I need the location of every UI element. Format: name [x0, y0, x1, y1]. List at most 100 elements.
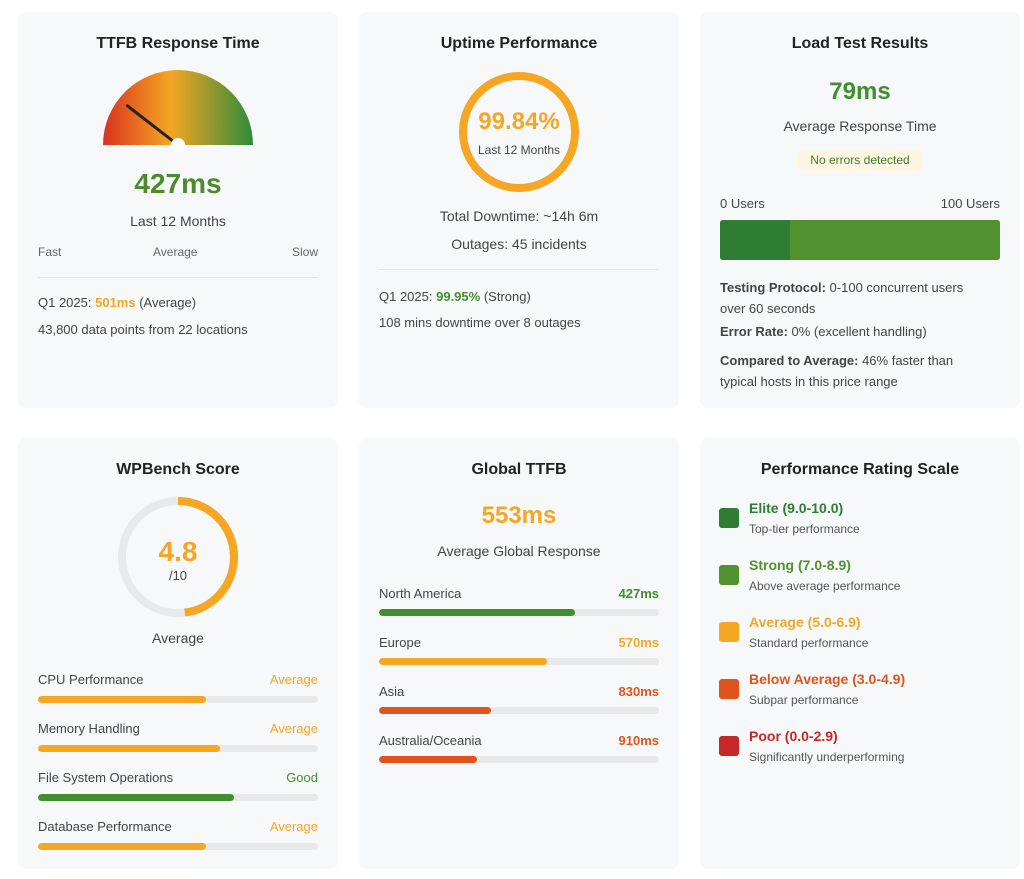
scale-item-desc: Above average performance: [749, 579, 901, 593]
uptime-q1-suffix: (Strong): [480, 289, 531, 304]
ttfb-data-points: 43,800 data points from 22 locations: [38, 322, 248, 337]
uptime-downtime: Total Downtime: ~14h 6m: [439, 208, 599, 224]
load-card: Load Test Results 79ms Average Response …: [700, 12, 1020, 408]
metric-label: Memory Handling: [38, 721, 140, 736]
scale-swatch: [719, 508, 739, 528]
scale-item-label: Below Average (3.0-4.9): [749, 671, 906, 687]
wpbench-score: 4.8: [158, 536, 198, 567]
scale-card: Performance Rating Scale Elite (9.0-10.0…: [700, 438, 1020, 869]
uptime-q1-line: Q1 2025: 99.95% (Strong): [379, 289, 531, 304]
metric-bar-track: [38, 843, 318, 850]
uptime-q1-prefix: Q1 2025:: [379, 289, 437, 304]
load-bar: [720, 220, 1000, 260]
wpbench-score-arc: [118, 497, 238, 617]
metric-label: File System Operations: [38, 770, 174, 785]
region-bar-fill: [379, 609, 575, 616]
metric-rating: Good: [286, 770, 318, 785]
load-compare-label: Compared to Average:: [720, 353, 859, 368]
scale-swatch: [719, 736, 739, 756]
uptime-card: Uptime Performance 99.84% Last 12 Months…: [359, 12, 679, 408]
region-bar-track: [379, 756, 659, 763]
gauge-hub: [171, 138, 185, 152]
load-compare-text: 46% faster than: [858, 353, 954, 368]
region-value: 570ms: [618, 635, 659, 650]
ttfb-q1-suffix: (Average): [135, 295, 197, 310]
load-protocol-label: Testing Protocol:: [720, 280, 826, 295]
load-value: 79ms: [829, 78, 891, 105]
wpbench-title: WPBench Score: [116, 461, 240, 478]
uptime-ring: [459, 72, 579, 192]
load-badge-text: No errors detected: [810, 153, 910, 167]
region-name: North America: [379, 586, 462, 601]
ttfb-q1-line: Q1 2025: 501ms (Average): [38, 295, 196, 310]
uptime-value: 99.84%: [478, 108, 560, 135]
region-name: Australia/Oceania: [379, 733, 482, 748]
scale-swatch: [719, 679, 739, 699]
metric-bar-fill: [38, 794, 234, 801]
uptime-period: Last 12 Months: [477, 143, 561, 157]
scale-item-desc: Standard performance: [749, 636, 869, 650]
uptime-outages: Outages: 45 incidents: [451, 236, 587, 252]
metric-rating: Average: [269, 819, 318, 834]
metric-rating: Average: [269, 721, 318, 736]
region-bar-track: [379, 609, 659, 616]
scale-swatch: [719, 622, 739, 642]
load-users-min: 0 Users: [720, 196, 765, 211]
global-card: Global TTFB 553ms Average Global Respons…: [359, 438, 679, 869]
load-error-rate: Error Rate: 0% (excellent handling): [720, 324, 927, 339]
load-protocol: Testing Protocol: 0-100 concurrent users…: [720, 277, 1000, 319]
load-error-text: 0% (excellent handling): [787, 324, 927, 339]
load-badge: No errors detected: [798, 149, 922, 171]
load-users-max: 100 Users: [940, 196, 1000, 211]
load-title: Load Test Results: [791, 35, 929, 52]
metric-bar-track: [38, 745, 318, 752]
ttfb-q1-value: 501ms: [95, 295, 136, 310]
ttfb-period: Last 12 Months: [130, 213, 226, 229]
scale-item-label: Elite (9.0-10.0): [749, 500, 844, 516]
load-protocol-text2: over 60 seconds: [720, 301, 816, 316]
metric-bar-fill: [38, 843, 206, 850]
uptime-divider: [379, 269, 659, 270]
global-title: Global TTFB: [471, 461, 567, 478]
metric-label: Database Performance: [38, 819, 172, 834]
metric-rating: Average: [269, 672, 318, 687]
gauge-needle: [125, 104, 180, 147]
ttfb-gauge: [103, 70, 253, 152]
ttfb-scale-slow: Slow: [291, 245, 318, 259]
scale-item-desc: Top-tier performance: [749, 522, 860, 536]
load-subtitle: Average Response Time: [783, 118, 937, 134]
region-value: 830ms: [618, 684, 659, 699]
metric-bar-fill: [38, 745, 220, 752]
load-compare: Compared to Average: 46% faster than typ…: [720, 350, 1000, 392]
load-protocol-text: 0-100 concurrent users: [825, 280, 964, 295]
load-bar-segment-low: [720, 220, 790, 260]
ttfb-value: 427ms: [134, 168, 222, 199]
region-value: 427ms: [618, 586, 659, 601]
load-error-label: Error Rate:: [720, 324, 788, 339]
region-name: Europe: [379, 635, 421, 650]
region-bar-fill: [379, 707, 491, 714]
region-name: Asia: [379, 684, 405, 699]
region-value: 910ms: [618, 733, 659, 748]
ttfb-scale-average: Average: [153, 245, 198, 259]
global-subtitle: Average Global Response: [437, 543, 601, 559]
scale-title: Performance Rating Scale: [760, 461, 960, 478]
metric-bar-track: [38, 696, 318, 703]
wpbench-ring: [118, 497, 238, 617]
region-bar-track: [379, 707, 659, 714]
global-value: 553ms: [481, 502, 557, 529]
scale-item-desc: Significantly underperforming: [749, 750, 905, 764]
wpbench-card: WPBench Score 4.8 /10 Average CPU Perfor…: [18, 438, 338, 869]
ttfb-q1-prefix: Q1 2025:: [38, 295, 96, 310]
ttfb-card: TTFB Response Time 427ms Last 12 Months …: [18, 12, 338, 408]
metric-bar-fill: [38, 696, 206, 703]
ttfb-title: TTFB Response Time: [96, 35, 260, 52]
scale-swatch: [719, 565, 739, 585]
scale-item-desc: Subpar performance: [749, 693, 859, 707]
metric-label: CPU Performance: [38, 672, 144, 687]
uptime-q1-value: 99.95%: [436, 289, 481, 304]
uptime-q1-detail: 108 mins downtime over 8 outages: [379, 315, 581, 330]
region-bar-track: [379, 658, 659, 665]
metric-bar-track: [38, 794, 318, 801]
uptime-title: Uptime Performance: [440, 35, 598, 52]
